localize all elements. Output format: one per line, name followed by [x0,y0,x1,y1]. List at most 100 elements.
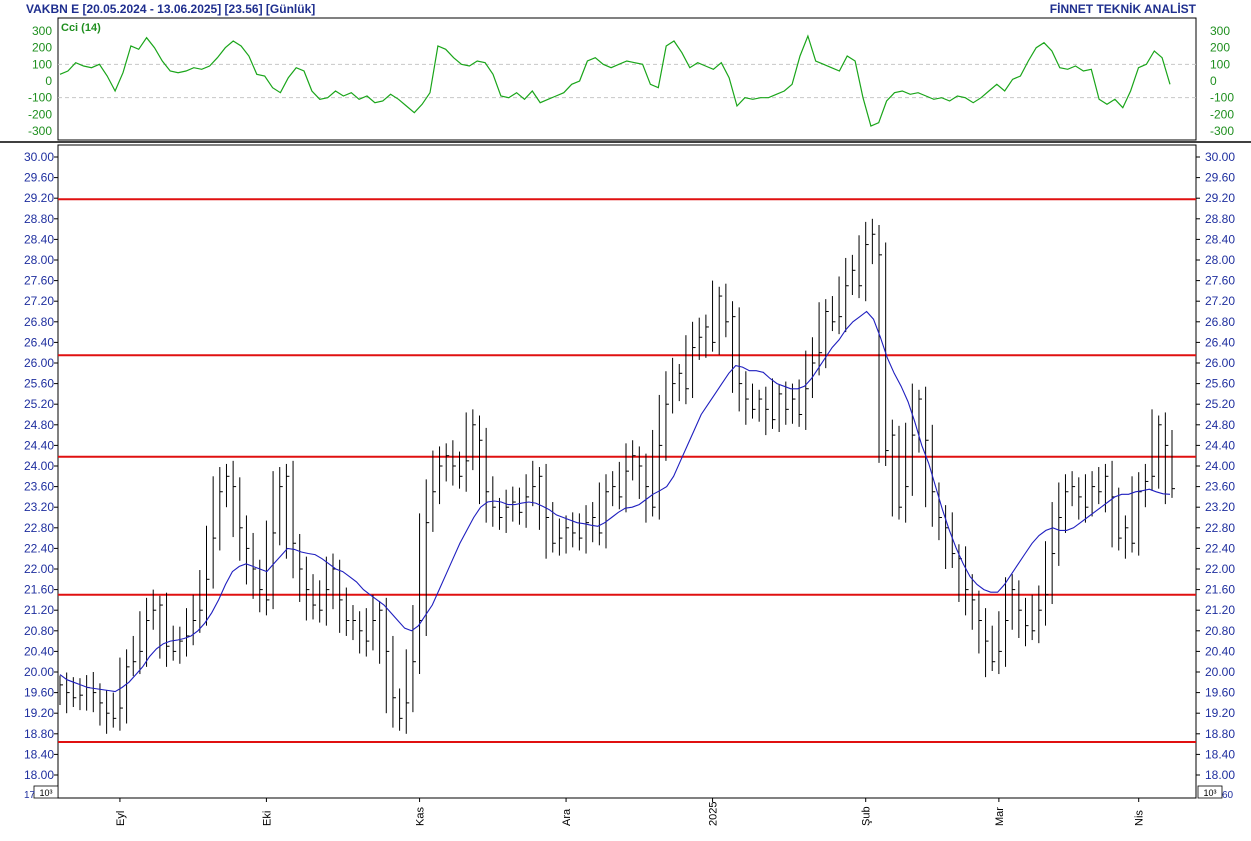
cci-left-tick-label: -200 [28,107,52,121]
price-left-tick-label: 29.20 [24,191,54,205]
price-bar [918,389,922,453]
price-right-tick-label: 28.40 [1205,232,1235,246]
price-bar [998,611,1002,675]
price-left-tick-label: 24.80 [24,418,54,432]
cci-right-tick-label: -200 [1210,107,1234,121]
price-bar [1051,502,1056,605]
price-bar [272,471,277,610]
price-right-tick-label: 22.00 [1205,562,1235,576]
price-left-tick-label: 18.00 [24,768,54,782]
price-left-tick-label: 20.00 [24,665,54,679]
price-bar [898,425,902,520]
x-tick-label: Ara [561,808,573,826]
cci-left-tick-label: 100 [32,57,52,71]
left-unit-frame [33,785,59,799]
price-left-tick-label: 20.80 [24,624,54,638]
price-left-tick-label: 19.60 [24,686,54,700]
cci-axis: 300 300 200 200 100 100 0 0 -100 -100 -200 -200 -300… [28,24,1234,138]
left-axis-edge-label: 17 [24,790,36,801]
price-bar [505,489,510,533]
x-tick-label: 2025 [708,802,720,826]
price-right-tick-label: 28.00 [1205,253,1235,267]
price-bar [938,482,942,541]
price-bar [658,394,663,520]
price-bar [245,515,250,585]
price-bar [798,379,803,427]
price-left-tick-label: 22.40 [24,541,54,555]
price-bar [405,649,410,734]
price-left-tick-label: 28.00 [24,253,54,267]
price-bar [192,594,197,646]
price-bar [858,235,863,299]
price-bar [86,675,90,711]
price-bar [971,574,976,630]
left-axis-unit: 10³ [39,788,52,798]
price-bar [292,460,297,579]
price-right-tick-label: 29.20 [1205,191,1235,205]
price-left-tick-label: 28.80 [24,212,54,226]
price-bar [951,512,956,568]
cci-line [59,34,1171,127]
price-bar [791,383,796,424]
price-bar [339,559,343,633]
price-bar [79,678,83,711]
price-bar [1011,574,1016,630]
price-right-tick-label: 21.20 [1205,603,1235,617]
x-tick-label: Eyl [115,811,127,826]
price-right-tick-label: 23.60 [1205,480,1235,494]
price-bar [538,467,543,530]
price-bar [838,276,843,335]
price-right-tick-label: 20.00 [1205,665,1235,679]
price-bar [352,605,356,641]
price-bar [965,546,969,616]
cci-left-tick-label: -100 [28,91,52,105]
price-left-tick-label: 25.20 [24,397,54,411]
price-bar [598,482,603,546]
price-left-tick-label: 20.40 [24,644,54,658]
price-left-tick-label: 21.60 [24,583,54,597]
price-bar [905,422,909,523]
price-bar [259,559,263,613]
price-left-tick-label: 23.20 [24,500,54,514]
price-right-tick-label: 20.80 [1205,624,1235,638]
price-bar [99,683,103,726]
price-bar [991,625,996,671]
price-right-tick-label: 27.60 [1205,274,1235,288]
price-bar [359,611,363,654]
price-bar [718,286,723,355]
price-bar [379,600,383,664]
price-left-tick-label: 22.80 [24,521,54,535]
price-right-tick-label: 26.80 [1205,315,1235,329]
price-bar [1018,580,1022,639]
price-bar [1071,471,1076,507]
price-bar [831,296,836,332]
price-right-tick-label: 18.80 [1205,727,1235,741]
chart-header-brand: FİNNET TEKNİK ANALİST [1049,2,1196,16]
price-bar [365,608,370,657]
cci-right-tick-label: -300 [1210,124,1234,138]
price-bar [552,502,556,553]
price-bar [1005,577,1009,667]
price-bar [152,589,157,630]
price-bar [279,467,283,546]
price-left-tick-label: 24.00 [24,459,54,473]
price-bar [805,350,809,430]
cci-indicator-label: Cci (14) [61,22,101,34]
price-left-tick-label: 30.00 [24,150,54,164]
price-bar [419,513,423,675]
price-bar [119,657,123,731]
price-bar [778,384,783,433]
price-bar [1038,585,1042,644]
right-axis-edge-label: 60 [1222,790,1234,801]
price-bar [1044,541,1049,626]
price-panel-frame [57,144,1197,799]
price-bar [958,544,962,602]
price-bar [305,556,310,621]
price-bar [172,625,177,661]
price-left-tick-label: 26.80 [24,315,54,329]
price-bar [1124,515,1129,559]
price-bar [412,605,416,713]
price-bar [166,592,170,667]
price-bar [1104,463,1109,513]
price-left-tick-label: 19.20 [24,706,54,720]
